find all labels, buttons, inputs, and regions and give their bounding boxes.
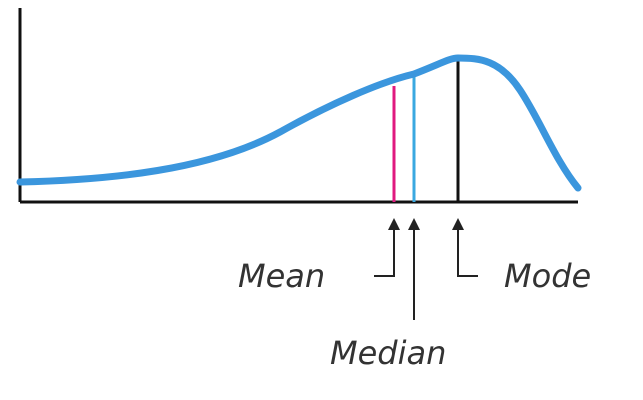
mode-label: Mode xyxy=(504,257,591,295)
distribution-curve xyxy=(16,54,582,192)
median-pointer xyxy=(408,218,420,320)
mean-label: Mean xyxy=(238,257,325,295)
mode-pointer xyxy=(452,218,478,277)
median-label: Median xyxy=(330,334,446,372)
mean-pointer xyxy=(374,218,400,277)
